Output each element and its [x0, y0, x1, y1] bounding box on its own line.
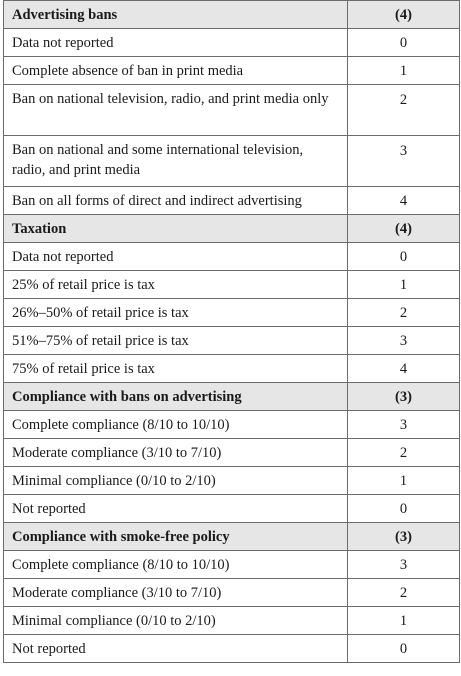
table-row: Data not reported 0 — [3, 242, 460, 271]
table-row: 26%–50% of retail price is tax 2 — [3, 298, 460, 327]
row-label: Not reported — [3, 634, 348, 663]
section-max-score: (4) — [347, 214, 460, 243]
row-score: 1 — [347, 56, 460, 85]
table-row: Complete absence of ban in print media 1 — [3, 56, 460, 85]
row-score: 4 — [347, 186, 460, 215]
row-score: 2 — [347, 438, 460, 467]
row-score: 3 — [347, 326, 460, 355]
row-label: Complete compliance (8/10 to 10/10) — [3, 550, 348, 579]
section-header-advertising-bans: Advertising bans (4) — [3, 0, 460, 29]
row-label: Ban on national television, radio, and p… — [3, 84, 348, 136]
row-label: 26%–50% of retail price is tax — [3, 298, 348, 327]
row-score: 4 — [347, 354, 460, 383]
table-row: Ban on all forms of direct and indirect … — [3, 186, 460, 215]
row-label: Data not reported — [3, 242, 348, 271]
section-max-score: (3) — [347, 522, 460, 551]
table-row: Ban on national television, radio, and p… — [3, 84, 460, 136]
row-score: 3 — [347, 135, 460, 187]
row-label: 75% of retail price is tax — [3, 354, 348, 383]
row-score: 1 — [347, 606, 460, 635]
table-row: 51%–75% of retail price is tax 3 — [3, 326, 460, 355]
row-score: 3 — [347, 410, 460, 439]
scoring-table: Advertising bans (4) Data not reported 0… — [3, 0, 460, 663]
section-header-compliance-smoke-free: Compliance with smoke-free policy (3) — [3, 522, 460, 551]
row-label: Ban on national and some international t… — [3, 135, 348, 187]
row-label: Complete absence of ban in print media — [3, 56, 348, 85]
section-header-compliance-advertising-bans: Compliance with bans on advertising (3) — [3, 382, 460, 411]
section-max-score: (4) — [347, 0, 460, 29]
row-label: Not reported — [3, 494, 348, 523]
section-max-score: (3) — [347, 382, 460, 411]
table-row: Minimal compliance (0/10 to 2/10) 1 — [3, 606, 460, 635]
table-row: Moderate compliance (3/10 to 7/10) 2 — [3, 578, 460, 607]
row-label: Data not reported — [3, 28, 348, 57]
row-label: Ban on all forms of direct and indirect … — [3, 186, 348, 215]
row-label: Minimal compliance (0/10 to 2/10) — [3, 606, 348, 635]
table-row: Moderate compliance (3/10 to 7/10) 2 — [3, 438, 460, 467]
table-row: 75% of retail price is tax 4 — [3, 354, 460, 383]
row-label: Moderate compliance (3/10 to 7/10) — [3, 438, 348, 467]
row-label: 25% of retail price is tax — [3, 270, 348, 299]
table-row: Not reported 0 — [3, 634, 460, 663]
row-score: 1 — [347, 466, 460, 495]
section-title: Compliance with smoke-free policy — [3, 522, 348, 551]
row-label: 51%–75% of retail price is tax — [3, 326, 348, 355]
row-score: 0 — [347, 242, 460, 271]
table-row: Complete compliance (8/10 to 10/10) 3 — [3, 410, 460, 439]
row-score: 0 — [347, 494, 460, 523]
row-score: 2 — [347, 298, 460, 327]
row-score: 2 — [347, 84, 460, 136]
table-row: 25% of retail price is tax 1 — [3, 270, 460, 299]
row-score: 0 — [347, 634, 460, 663]
row-score: 3 — [347, 550, 460, 579]
row-score: 1 — [347, 270, 460, 299]
row-score: 2 — [347, 578, 460, 607]
section-title: Compliance with bans on advertising — [3, 382, 348, 411]
section-header-taxation: Taxation (4) — [3, 214, 460, 243]
section-title: Advertising bans — [3, 0, 348, 29]
table-row: Minimal compliance (0/10 to 2/10) 1 — [3, 466, 460, 495]
table-row: Not reported 0 — [3, 494, 460, 523]
row-score: 0 — [347, 28, 460, 57]
table-row: Ban on national and some international t… — [3, 135, 460, 187]
section-title: Taxation — [3, 214, 348, 243]
row-label: Minimal compliance (0/10 to 2/10) — [3, 466, 348, 495]
row-label: Complete compliance (8/10 to 10/10) — [3, 410, 348, 439]
table-row: Data not reported 0 — [3, 28, 460, 57]
table-row: Complete compliance (8/10 to 10/10) 3 — [3, 550, 460, 579]
row-label: Moderate compliance (3/10 to 7/10) — [3, 578, 348, 607]
